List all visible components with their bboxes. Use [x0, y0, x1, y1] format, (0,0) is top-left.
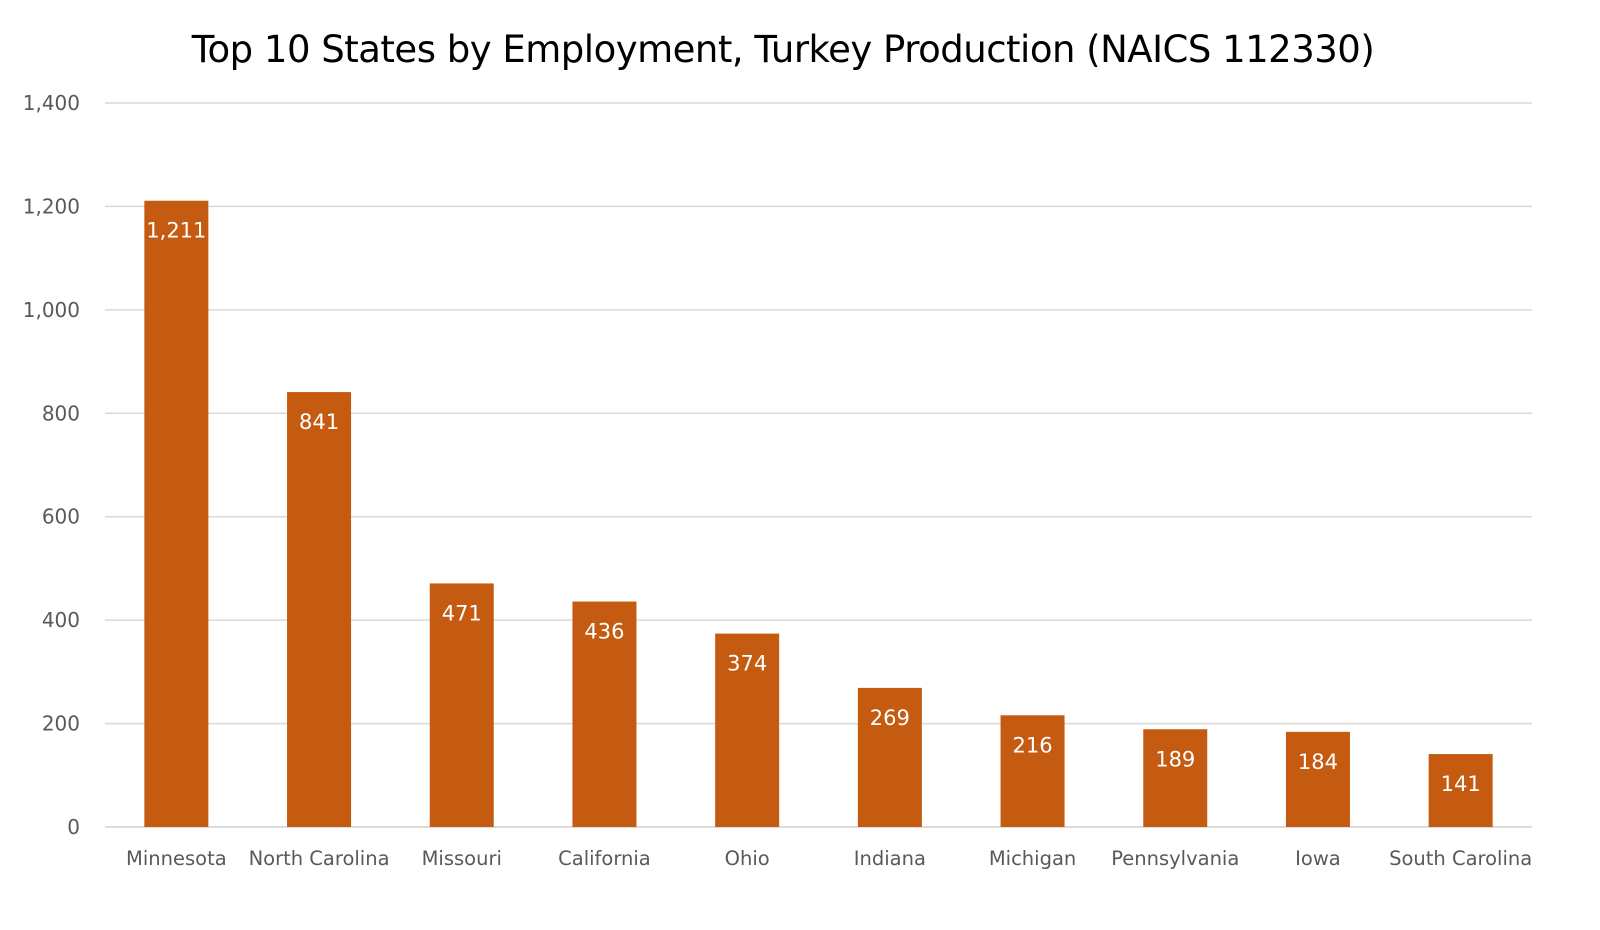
x-tick-label: South Carolina	[1389, 847, 1532, 870]
data-label: 436	[584, 620, 624, 644]
data-label: 1,211	[146, 219, 206, 243]
data-label: 471	[442, 601, 482, 625]
x-tick-label: Iowa	[1295, 847, 1341, 870]
x-tick-label: Missouri	[422, 847, 502, 870]
x-tick-label: Ohio	[725, 847, 770, 870]
data-label: 841	[299, 410, 339, 434]
x-tick-label: Michigan	[989, 847, 1076, 870]
x-tick-label: California	[558, 847, 651, 870]
y-tick-label: 0	[67, 815, 80, 839]
x-tick-label: North Carolina	[249, 847, 390, 870]
bar	[1000, 715, 1065, 827]
bar	[1428, 754, 1493, 827]
data-label: 374	[727, 652, 767, 676]
data-label: 189	[1155, 747, 1195, 771]
bar	[572, 601, 637, 827]
bar	[1143, 729, 1208, 827]
bar	[287, 392, 352, 827]
data-label: 141	[1441, 772, 1481, 796]
y-tick-label: 200	[42, 712, 80, 736]
bar	[715, 633, 780, 827]
bar	[429, 583, 494, 827]
chart-title: Top 10 States by Employment, Turkey Prod…	[191, 28, 1375, 71]
bar	[144, 200, 209, 828]
y-tick-label: 800	[42, 401, 80, 425]
y-tick-label: 1,200	[23, 194, 80, 218]
y-tick-label: 1,400	[23, 91, 80, 115]
y-tick-label: 600	[42, 505, 80, 529]
y-tick-label: 1,000	[23, 298, 80, 322]
x-tick-label: Pennsylvania	[1111, 847, 1239, 870]
data-label: 184	[1298, 750, 1338, 774]
x-tick-label: Indiana	[854, 847, 926, 870]
data-label: 216	[1013, 733, 1053, 757]
bar	[1285, 731, 1350, 827]
data-label: 269	[870, 706, 910, 730]
y-tick-label: 400	[42, 608, 80, 632]
x-tick-label: Minnesota	[126, 847, 227, 870]
bar	[857, 687, 922, 827]
